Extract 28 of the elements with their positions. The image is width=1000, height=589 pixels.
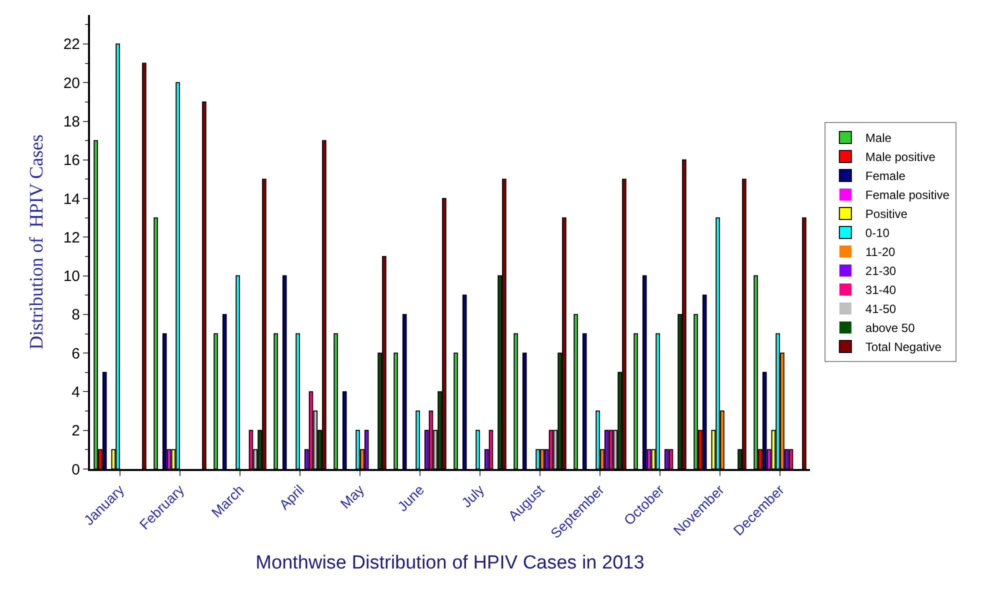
- y-tick-label: 12: [63, 229, 80, 246]
- legend-label: 0-10: [865, 226, 890, 240]
- legend-label: above 50: [865, 321, 916, 336]
- legend-label: Male positive: [865, 150, 936, 164]
- y-tick-label: 22: [63, 36, 80, 54]
- legend-label: 21-30: [865, 264, 896, 278]
- y-tick-label: 16: [63, 152, 80, 170]
- y-tick-label: 14: [63, 190, 80, 208]
- y-tick-label: 6: [72, 345, 80, 362]
- x-tick-label: May: [337, 482, 368, 512]
- y-tick-label: 0: [72, 461, 80, 478]
- legend-label: 31-40: [865, 283, 896, 298]
- x-axis-title: Monthwise Distribution of HPIV Cases in 2013: [256, 552, 644, 574]
- legend-label: 11-20: [865, 245, 896, 260]
- legend-label: Total Negative: [865, 340, 942, 354]
- legend-label: Positive: [865, 207, 908, 222]
- legend-label: Male: [865, 131, 892, 146]
- y-tick-label: 2: [72, 422, 80, 440]
- legend-label: 41-50: [865, 302, 896, 316]
- y-tick-label: 20: [63, 74, 80, 92]
- y-tick-label: 8: [72, 306, 80, 324]
- x-tick-label: July: [458, 482, 488, 510]
- y-tick-label: 18: [63, 114, 80, 131]
- legend-label: Female positive: [865, 188, 950, 202]
- y-tick-label: 4: [72, 384, 80, 401]
- legend-label: Female: [865, 169, 906, 184]
- y-tick-label: 10: [63, 268, 80, 286]
- y-axis-title: Distribution of HPIV Cases: [26, 134, 48, 350]
